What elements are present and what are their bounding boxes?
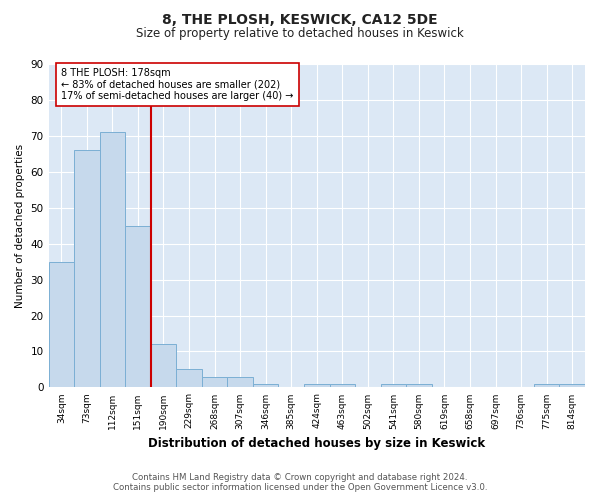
Bar [227, 376, 253, 388]
Bar [176, 370, 202, 388]
Bar [380, 384, 406, 388]
Bar [534, 384, 559, 388]
Bar [100, 132, 125, 388]
Text: 8, THE PLOSH, KESWICK, CA12 5DE: 8, THE PLOSH, KESWICK, CA12 5DE [162, 12, 438, 26]
Bar [74, 150, 100, 388]
Text: 8 THE PLOSH: 178sqm
← 83% of detached houses are smaller (202)
17% of semi-detac: 8 THE PLOSH: 178sqm ← 83% of detached ho… [61, 68, 293, 101]
Bar [49, 262, 74, 388]
Bar [304, 384, 329, 388]
Bar [559, 384, 585, 388]
Bar [329, 384, 355, 388]
Bar [253, 384, 278, 388]
Bar [406, 384, 432, 388]
Bar [151, 344, 176, 388]
Text: Size of property relative to detached houses in Keswick: Size of property relative to detached ho… [136, 28, 464, 40]
Text: Contains HM Land Registry data © Crown copyright and database right 2024.
Contai: Contains HM Land Registry data © Crown c… [113, 473, 487, 492]
Bar [202, 376, 227, 388]
Y-axis label: Number of detached properties: Number of detached properties [15, 144, 25, 308]
X-axis label: Distribution of detached houses by size in Keswick: Distribution of detached houses by size … [148, 437, 485, 450]
Bar [125, 226, 151, 388]
